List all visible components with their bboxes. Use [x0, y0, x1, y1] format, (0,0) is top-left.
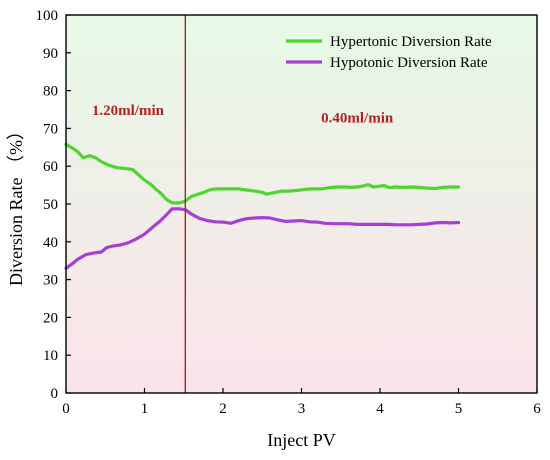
x-tick-label: 4 — [376, 401, 384, 417]
series-line-hypotonic — [64, 207, 461, 270]
x-tick-label: 2 — [219, 401, 227, 417]
x-tick-label: 6 — [533, 401, 541, 417]
flow-rate-annotation: 0.40ml/min — [321, 111, 394, 127]
plot-area — [66, 15, 537, 393]
x-tick-label: 3 — [298, 401, 306, 417]
x-tick-label: 0 — [62, 401, 70, 417]
legend: Hypertonic Diversion Rate Hypotonic Diver… — [286, 34, 492, 71]
y-tick-label: 80 — [43, 84, 58, 100]
y-axis-label: Diversion Rate （%） — [6, 122, 26, 286]
y-tick-label: 60 — [43, 159, 58, 175]
flow-rate-annotation: 1.20ml/min — [92, 103, 165, 119]
series-line-hypertonic — [64, 142, 461, 205]
x-axis-label: Inject PV — [267, 430, 335, 450]
y-tick-label: 10 — [43, 348, 58, 364]
y-tick-label: 90 — [43, 46, 58, 62]
x-tick-label: 1 — [141, 401, 149, 417]
y-tick-label: 40 — [43, 235, 58, 251]
y-tick-label: 100 — [36, 8, 59, 24]
y-tick-label: 20 — [43, 310, 58, 326]
legend-label: Hypertonic Diversion Rate — [330, 34, 492, 50]
legend-label: Hypotonic Diversion Rate — [330, 55, 488, 71]
y-tick-label: 0 — [51, 386, 59, 402]
y-tick-label: 30 — [43, 273, 58, 289]
y-tick-label: 50 — [43, 197, 58, 213]
series-layer — [64, 142, 461, 270]
y-tick-label: 70 — [43, 121, 58, 137]
annotations: 1.20ml/min 0.40ml/min — [92, 103, 394, 127]
x-tick-label: 5 — [455, 401, 463, 417]
